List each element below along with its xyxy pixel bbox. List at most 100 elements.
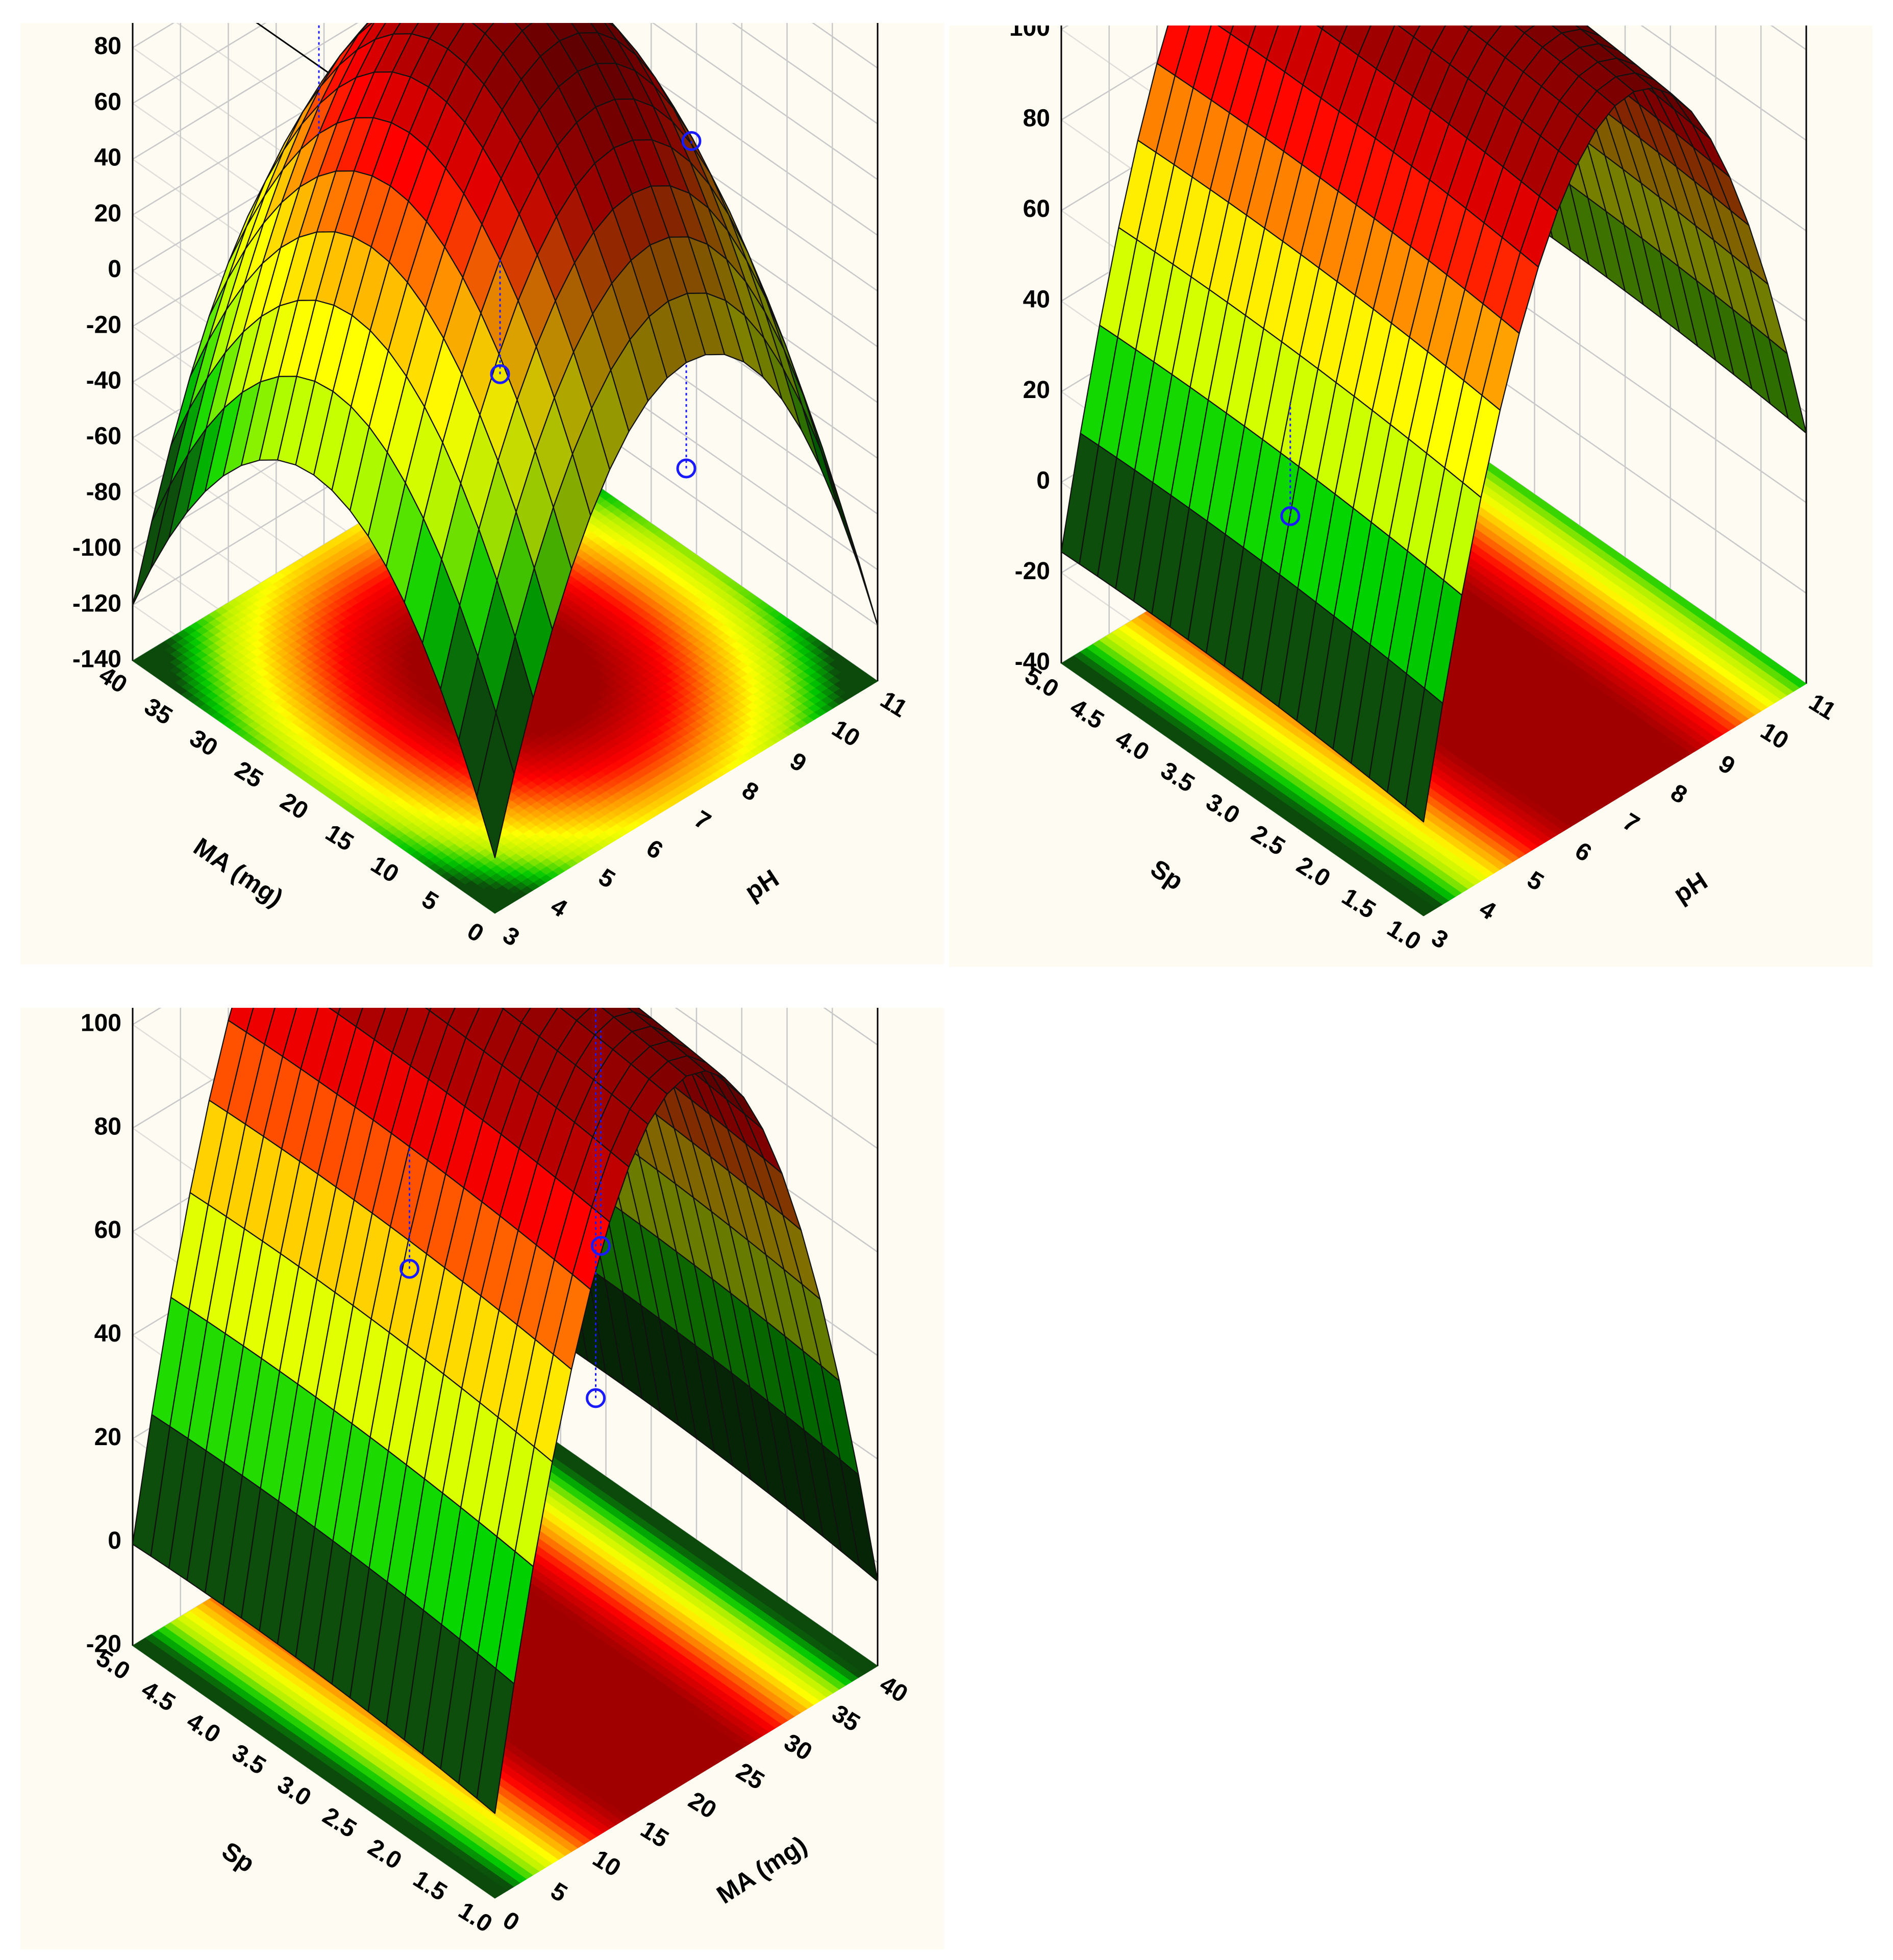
x-tick-label: 7 (689, 806, 715, 836)
z-tick-label: 80 (94, 1113, 121, 1140)
z-tick-label: -20 (1015, 558, 1050, 585)
x-tick-label: 10 (588, 1845, 625, 1882)
x-tick-label: 9 (1714, 750, 1740, 780)
surface-plot-ma-sp-svg: -2002040608010012005101520253035401.01.5… (81, 1008, 912, 1938)
z-tick-label: -100 (72, 534, 121, 561)
y-tick-label: 35 (140, 693, 177, 730)
y-tick-label: 30 (185, 725, 222, 762)
data-point-4 (400, 1258, 419, 1279)
z-tick-label: -120 (72, 590, 121, 617)
x-tick-label: 10 (827, 715, 864, 752)
y-tick-label: 20 (276, 787, 313, 825)
x-tick-label: 3 (1427, 924, 1453, 954)
data-point-6 (676, 458, 696, 479)
y-tick-label: 0 (462, 917, 488, 948)
z-tick-label: 80 (94, 33, 121, 60)
response-surface (132, 1008, 879, 1814)
x-tick-label: 30 (779, 1729, 816, 1766)
observed-points (318, 23, 702, 479)
data-point-3 (1280, 506, 1301, 526)
surface-plot-ph-sp-svg: -40-20020406080100120345678910111.01.52.… (1009, 26, 1840, 956)
z-tick-label: -40 (86, 367, 121, 394)
z-tick-label: -80 (86, 479, 121, 506)
surface-plot-ph-ma: -140-120-100-80-60-40-200204060801001203… (20, 23, 944, 964)
z-tick-label: 20 (1023, 377, 1050, 404)
z-tick-label: 60 (1023, 195, 1050, 222)
z-tick-label: 100 (81, 1010, 121, 1037)
x-tick-label: 10 (1756, 717, 1793, 755)
y-tick-label: 1.0 (454, 1897, 497, 1938)
x-tick-label: 6 (1570, 837, 1596, 867)
z-tick-label: 0 (108, 1527, 121, 1554)
x-tick-label: 5 (546, 1877, 572, 1907)
x-tick-label: 4 (1475, 895, 1501, 925)
x-tick-label: 11 (876, 686, 912, 723)
z-tick-label: -60 (86, 423, 121, 450)
x-tick-label: 40 (875, 1671, 912, 1708)
y-tick-label: 2.5 (318, 1802, 361, 1843)
x-axis-title: pH (740, 864, 784, 906)
surface-plot-ma-sp: -2002040608010012005101520253035401.01.5… (20, 1008, 944, 1949)
x-tick-label: 9 (785, 748, 811, 778)
y-tick-label: 3.0 (272, 1771, 316, 1812)
z-tick-label: -20 (86, 1631, 121, 1658)
z-tick-label: 80 (1023, 105, 1050, 132)
x-axis-title: MA (mg) (712, 1830, 812, 1909)
z-tick-label: 60 (94, 88, 121, 115)
y-tick-label: 3.5 (1156, 757, 1199, 798)
y-tick-label: 4.5 (137, 1676, 180, 1717)
y-axis-title: Sp (217, 1836, 260, 1878)
surface-plot-ph-sp: -40-20020406080100120345678910111.01.52.… (949, 26, 1873, 967)
z-tick-label: 20 (94, 1424, 121, 1451)
x-tick-label: 11 (1804, 689, 1840, 726)
x-tick-label: 8 (737, 777, 763, 807)
y-tick-label: 2.0 (363, 1834, 407, 1875)
y-tick-label: 4.0 (1111, 725, 1154, 766)
x-tick-label: 15 (636, 1816, 673, 1853)
response-surface (1060, 26, 1807, 823)
x-tick-label: 5 (1523, 866, 1549, 896)
y-tick-label: 15 (321, 819, 358, 856)
z-tick-label: 40 (94, 1320, 121, 1347)
y-tick-label: 4.5 (1065, 693, 1109, 734)
x-tick-label: 35 (827, 1700, 864, 1737)
data-point-5 (586, 1388, 606, 1408)
y-tick-label: 1.0 (1382, 914, 1426, 955)
y-tick-label: 2.5 (1247, 820, 1290, 861)
y-tick-label: 1.5 (1337, 883, 1380, 924)
x-tick-label: 5 (594, 863, 620, 894)
x-tick-label: 6 (641, 834, 667, 864)
z-tick-label: -20 (86, 311, 121, 338)
observed-points (400, 1008, 611, 1408)
data-point-3 (681, 131, 702, 151)
x-tick-label: 25 (732, 1758, 769, 1795)
z-tick-label: 0 (108, 256, 121, 283)
y-tick-label: 4.0 (182, 1707, 226, 1748)
z-tick-label: 60 (94, 1217, 121, 1244)
surface-plot-ph-ma-svg: -140-120-100-80-60-40-200204060801001203… (72, 23, 912, 952)
y-axis-title: MA (mg) (188, 832, 288, 912)
x-tick-label: 0 (498, 1906, 524, 1937)
z-tick-label: 100 (1009, 26, 1050, 41)
x-axis-title: pH (1668, 866, 1712, 909)
x-tick-label: 4 (546, 892, 572, 923)
y-tick-label: 5 (417, 886, 443, 916)
y-tick-label: 3.0 (1201, 788, 1244, 829)
z-tick-label: 20 (94, 200, 121, 227)
z-tick-label: -40 (1015, 649, 1050, 676)
z-tick-label: 40 (94, 144, 121, 171)
data-point-6 (591, 1236, 611, 1256)
y-tick-label: 3.5 (227, 1739, 270, 1780)
y-tick-label: 25 (230, 756, 267, 793)
x-tick-label: 20 (684, 1787, 721, 1824)
z-tick-label: -140 (72, 646, 121, 673)
x-tick-label: 7 (1618, 808, 1644, 838)
z-tick-label: 40 (1023, 286, 1050, 313)
data-point-4 (490, 364, 510, 384)
y-tick-label: 2.0 (1292, 852, 1335, 892)
y-tick-label: 1.5 (408, 1866, 452, 1906)
y-tick-label: 10 (366, 851, 403, 888)
x-tick-label: 8 (1666, 779, 1692, 809)
z-tick-label: 0 (1036, 467, 1050, 494)
response-surface (132, 23, 879, 858)
